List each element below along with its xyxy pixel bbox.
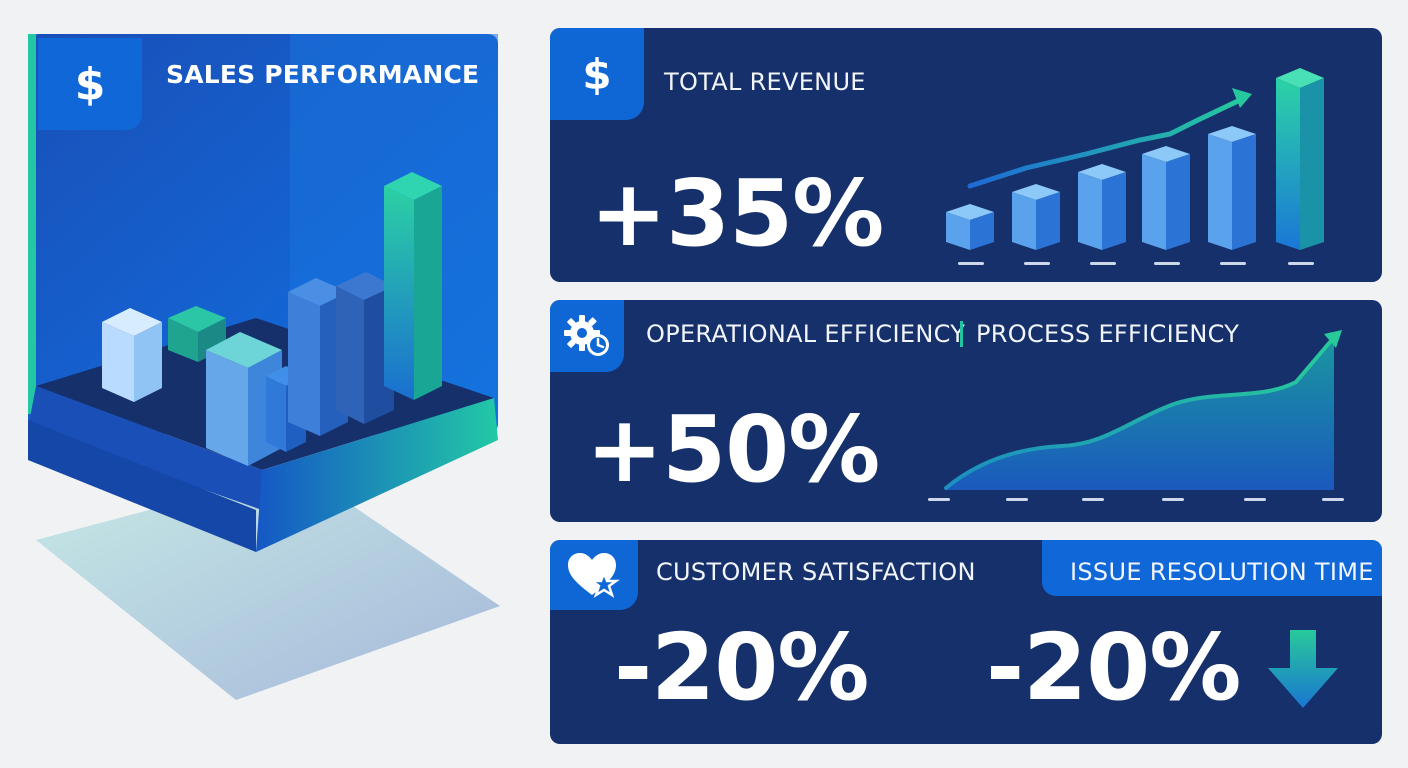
operational-efficiency-card: OPERATIONAL EFFICIENCY PROCESS EFFICIENC…: [550, 300, 1382, 522]
revenue-bar-5: [1208, 126, 1256, 250]
issue-resolution-time-title: ISSUE RESOLUTION TIME: [1070, 558, 1374, 586]
dollar-icon: $: [550, 28, 644, 120]
revenue-bar-4: [1142, 146, 1190, 250]
efficiency-area-chart: [928, 330, 1344, 501]
issue-resolution-time-value: -20%: [986, 614, 1241, 721]
total-revenue-title: TOTAL REVENUE: [664, 68, 866, 96]
operational-efficiency-title: OPERATIONAL EFFICIENCY: [646, 320, 966, 348]
revenue-bar-6: [1276, 68, 1324, 250]
total-revenue-card: $ TOTAL REVENUE +35%: [550, 28, 1382, 282]
arrow-down-icon: [1268, 630, 1338, 708]
title-separator: [960, 321, 963, 347]
issue-resolution-tab: [1042, 540, 1382, 596]
revenue-bar-1: [946, 204, 994, 250]
revenue-bar-chart: [946, 68, 1324, 265]
customer-satisfaction-card: CUSTOMER SATISFACTION ISSUE RESOLUTION T…: [550, 540, 1382, 744]
total-revenue-value: +35%: [590, 160, 884, 267]
revenue-bar-3: [1078, 164, 1126, 250]
sales-performance-panel: $ SALES PERFORMANCE: [0, 0, 520, 768]
sales-isometric-illustration: [28, 34, 500, 700]
customer-satisfaction-value: -20%: [614, 614, 869, 721]
sales-performance-title: SALES PERFORMANCE: [166, 60, 480, 89]
dollar-icon: $: [38, 38, 142, 130]
heart-star-icon: [550, 540, 638, 610]
revenue-bar-2: [1012, 184, 1060, 250]
operational-efficiency-value: +50%: [586, 396, 880, 503]
customer-satisfaction-title: CUSTOMER SATISFACTION: [656, 558, 976, 586]
process-efficiency-title: PROCESS EFFICIENCY: [976, 320, 1240, 348]
gear-clock-icon: [550, 300, 624, 372]
